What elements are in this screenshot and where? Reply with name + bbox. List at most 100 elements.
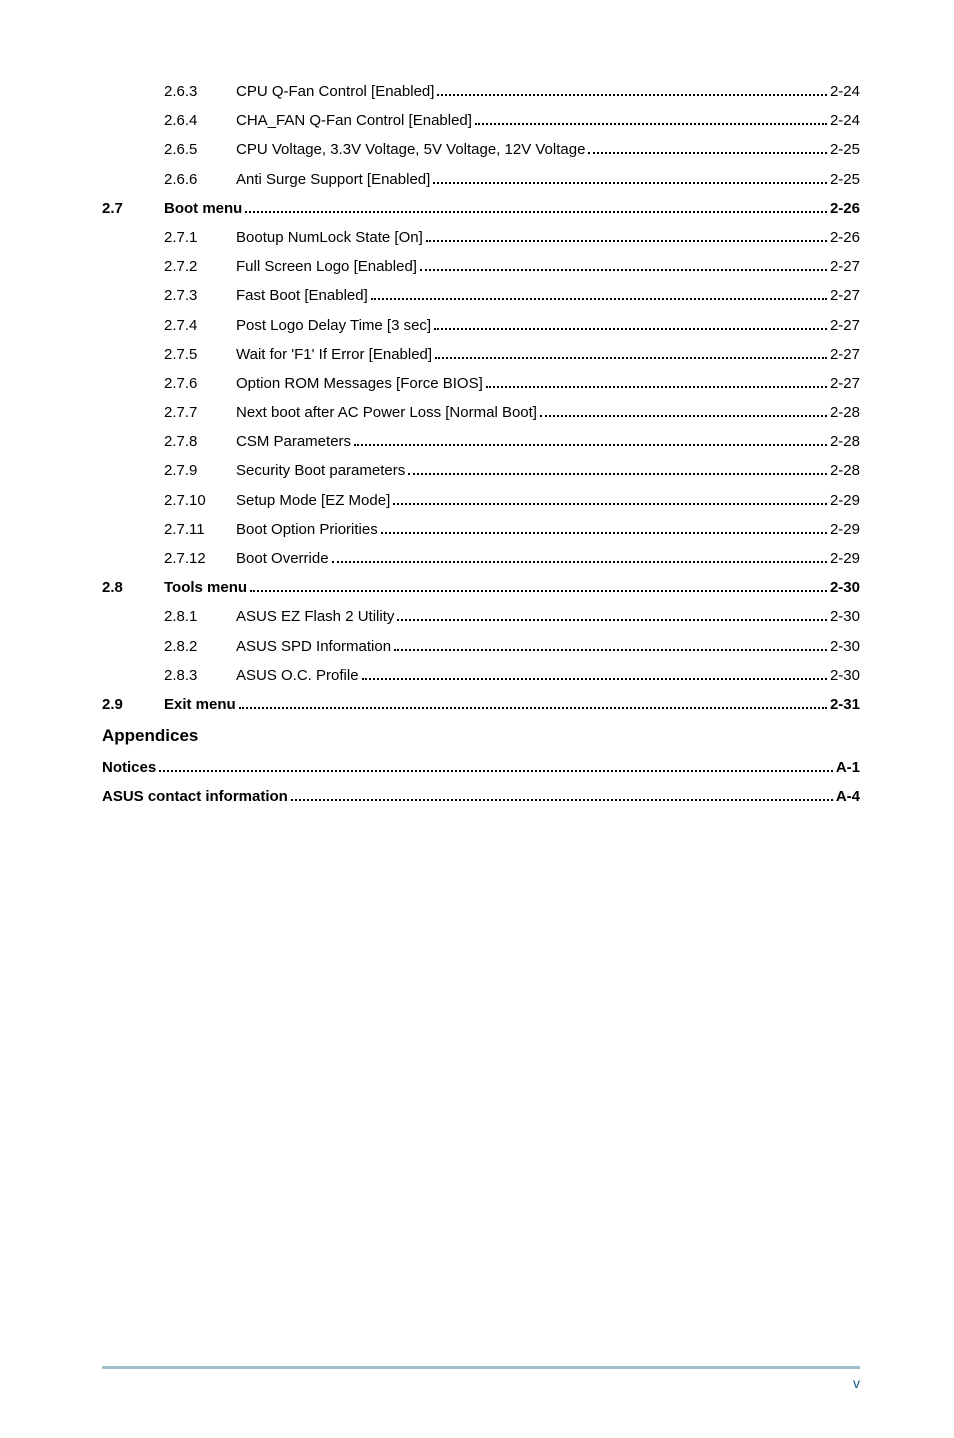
toc-title: Wait for 'F1' If Error [Enabled] (236, 347, 432, 362)
toc-entry-line: 2.7.3Fast Boot [Enabled]2-27 (102, 288, 860, 303)
toc-leader-dots (420, 269, 827, 271)
toc-page-number: 2-25 (830, 172, 860, 187)
toc-title: Boot Option Priorities (236, 522, 378, 537)
toc-entry-line: 2.6.4CHA_FAN Q-Fan Control [Enabled]2-24 (102, 113, 860, 128)
toc-leader-dots (393, 503, 827, 505)
toc-leader-dots (371, 298, 827, 300)
toc-entry-line: 2.7.12Boot Override2-29 (102, 551, 860, 566)
toc-subsection-number: 2.7.4 (164, 318, 236, 333)
toc-entry-line: 2.8.1ASUS EZ Flash 2 Utility2-30 (102, 609, 860, 624)
toc-page-number: 2-24 (830, 113, 860, 128)
toc-page-number: 2-27 (830, 376, 860, 391)
toc-entry-line: 2.7.9Security Boot parameters 2-28 (102, 463, 860, 478)
toc-entry-line: 2.6.6Anti Surge Support [Enabled] 2-25 (102, 172, 860, 187)
toc-page-number: 2-28 (830, 463, 860, 478)
toc-entry-line: 2.7.8CSM Parameters 2-28 (102, 434, 860, 449)
toc-page-number: 2-24 (830, 84, 860, 99)
toc-entry-line: 2.7.4Post Logo Delay Time [3 sec] 2-27 (102, 318, 860, 333)
toc-title: Next boot after AC Power Loss [Normal Bo… (236, 405, 537, 420)
toc-leader-dots (588, 152, 827, 154)
toc-entry-line: 2.7.11Boot Option Priorities 2-29 (102, 522, 860, 537)
toc-title: ASUS SPD Information (236, 639, 391, 654)
toc-subsection-number: 2.7.7 (164, 405, 236, 420)
toc-leader-dots (250, 590, 827, 592)
toc-subsection-number: 2.7.5 (164, 347, 236, 362)
toc-subsection-number: 2.7.12 (164, 551, 236, 566)
toc-subsection-number: 2.6.5 (164, 142, 236, 157)
toc-subsection-number: 2.7.8 (164, 434, 236, 449)
toc-entry-line: 2.7.10Setup Mode [EZ Mode]2-29 (102, 493, 860, 508)
toc-page-number: 2-30 (830, 668, 860, 683)
toc-leader-dots (394, 649, 827, 651)
toc-title: Anti Surge Support [Enabled] (236, 172, 430, 187)
footer-rule: v (102, 1366, 860, 1388)
toc-entry-line: 2.7.2Full Screen Logo [Enabled]2-27 (102, 259, 860, 274)
toc-leader-dots (397, 619, 827, 621)
toc-page-number: 2-26 (830, 201, 860, 216)
toc-title: ASUS contact information (102, 789, 288, 804)
toc-page-number: 2-30 (830, 639, 860, 654)
toc-leader-dots (434, 328, 827, 330)
toc-leader-dots (540, 415, 827, 417)
toc-title: ASUS EZ Flash 2 Utility (236, 609, 394, 624)
toc-title: ASUS O.C. Profile (236, 668, 359, 683)
toc-leader-dots (437, 94, 827, 96)
toc-subsection-number: 2.7.9 (164, 463, 236, 478)
toc-page-number: 2-29 (830, 551, 860, 566)
toc-page-number: 2-31 (830, 697, 860, 712)
toc-leader-dots (433, 182, 827, 184)
toc-leader-dots (291, 799, 833, 801)
toc-leader-dots (381, 532, 827, 534)
toc-leader-dots (475, 123, 827, 125)
toc-section-number: 2.8 (102, 580, 164, 595)
toc-leader-dots (362, 678, 827, 680)
toc-leader-dots (159, 770, 833, 772)
toc-page-number: 2-27 (830, 259, 860, 274)
toc-page-number: 2-27 (830, 288, 860, 303)
toc-leader-dots (435, 357, 827, 359)
toc-subsection-number: 2.7.11 (164, 522, 236, 537)
toc-title: Post Logo Delay Time [3 sec] (236, 318, 431, 333)
toc-page-number: 2-25 (830, 142, 860, 157)
toc-leader-dots (245, 211, 827, 213)
toc-title: Option ROM Messages [Force BIOS] (236, 376, 483, 391)
toc-title: CHA_FAN Q-Fan Control [Enabled] (236, 113, 472, 128)
toc-entry-line: 2.6.5CPU Voltage, 3.3V Voltage, 5V Volta… (102, 142, 860, 157)
toc-section-number: 2.9 (102, 697, 164, 712)
toc-leader-dots (408, 473, 827, 475)
appendices-heading: Appendices (102, 726, 860, 746)
page: 2.6.3CPU Q-Fan Control [Enabled] 2-24 2.6.… (0, 0, 954, 1438)
toc-page-number: 2-26 (830, 230, 860, 245)
toc-title: Security Boot parameters (236, 463, 405, 478)
toc-leader-dots (239, 707, 827, 709)
toc-title: CSM Parameters (236, 434, 351, 449)
toc-title: Setup Mode [EZ Mode] (236, 493, 390, 508)
toc-title: Bootup NumLock State [On] (236, 230, 423, 245)
toc-leader-dots (332, 561, 827, 563)
toc-title: CPU Voltage, 3.3V Voltage, 5V Voltage, 1… (236, 142, 585, 157)
toc-leader-dots (486, 386, 827, 388)
toc-entry-line: 2.8.2ASUS SPD Information 2-30 (102, 639, 860, 654)
toc-entry-line: 2.7.1Bootup NumLock State [On] 2-26 (102, 230, 860, 245)
toc-page-number: 2-30 (830, 609, 860, 624)
toc-page-number: 2-28 (830, 434, 860, 449)
toc-section-line: 2.7Boot menu2-26 (102, 201, 860, 216)
toc-section-line: 2.9Exit menu 2-31 (102, 697, 860, 712)
toc-entry-line: 2.7.7Next boot after AC Power Loss [Norm… (102, 405, 860, 420)
toc-subsection-number: 2.8.2 (164, 639, 236, 654)
toc-title: Exit menu (164, 697, 236, 712)
toc-title: Notices (102, 760, 156, 775)
toc-page-number: 2-29 (830, 522, 860, 537)
toc-entry-line: 2.7.5Wait for 'F1' If Error [Enabled]2-2… (102, 347, 860, 362)
toc-title: Fast Boot [Enabled] (236, 288, 368, 303)
toc-subsection-number: 2.6.3 (164, 84, 236, 99)
toc-subsection-number: 2.6.6 (164, 172, 236, 187)
toc-title: CPU Q-Fan Control [Enabled] (236, 84, 434, 99)
toc-title: Boot menu (164, 201, 242, 216)
toc-page-number: 2-27 (830, 318, 860, 333)
table-of-contents: 2.6.3CPU Q-Fan Control [Enabled] 2-24 2.6.… (102, 84, 860, 804)
footer-page-number: v (853, 1375, 860, 1391)
toc-entry-line: 2.7.6Option ROM Messages [Force BIOS]2-2… (102, 376, 860, 391)
toc-page-number: 2-29 (830, 493, 860, 508)
toc-subsection-number: 2.7.1 (164, 230, 236, 245)
